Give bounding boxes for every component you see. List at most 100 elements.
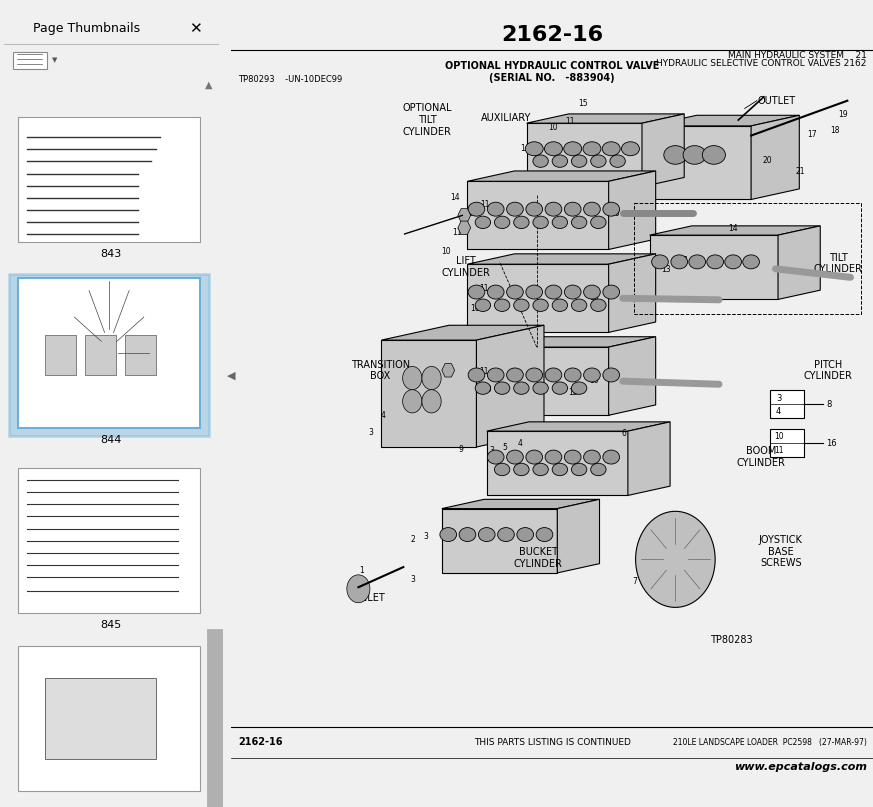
Text: 8: 8 — [826, 400, 832, 409]
Text: 2162-16: 2162-16 — [501, 25, 603, 45]
FancyBboxPatch shape — [9, 274, 210, 436]
FancyBboxPatch shape — [17, 468, 201, 613]
Text: 11: 11 — [452, 228, 462, 237]
Ellipse shape — [459, 528, 476, 541]
Text: Page Thumbnails: Page Thumbnails — [33, 22, 141, 35]
Ellipse shape — [572, 382, 587, 395]
Polygon shape — [650, 235, 778, 299]
Ellipse shape — [591, 463, 606, 475]
Text: 4: 4 — [518, 440, 523, 449]
Text: 10: 10 — [442, 247, 451, 257]
Ellipse shape — [564, 203, 581, 216]
Ellipse shape — [475, 299, 491, 312]
Text: 10: 10 — [467, 209, 477, 219]
Ellipse shape — [603, 285, 620, 299]
Ellipse shape — [468, 203, 485, 216]
Ellipse shape — [494, 299, 510, 312]
Circle shape — [422, 366, 441, 390]
Text: 10: 10 — [773, 433, 783, 441]
Ellipse shape — [468, 368, 485, 382]
Ellipse shape — [506, 368, 523, 382]
Ellipse shape — [513, 299, 529, 312]
Ellipse shape — [513, 216, 529, 228]
Text: HYDRAULIC SELECTIVE CONTROL VALVES 2162: HYDRAULIC SELECTIVE CONTROL VALVES 2162 — [656, 59, 867, 68]
Polygon shape — [526, 123, 642, 186]
Ellipse shape — [603, 203, 620, 216]
Ellipse shape — [553, 216, 567, 228]
Ellipse shape — [494, 463, 510, 475]
Ellipse shape — [533, 155, 548, 167]
Polygon shape — [477, 325, 544, 447]
Text: 10: 10 — [610, 209, 620, 219]
FancyBboxPatch shape — [13, 52, 47, 69]
Text: 3: 3 — [410, 575, 416, 584]
Ellipse shape — [743, 255, 760, 269]
Text: 12: 12 — [568, 388, 577, 397]
Ellipse shape — [526, 203, 542, 216]
Ellipse shape — [487, 450, 504, 464]
Text: 11: 11 — [478, 366, 488, 375]
Text: 845: 845 — [100, 621, 122, 630]
Text: PITCH
CYLINDER: PITCH CYLINDER — [804, 359, 853, 381]
Text: JOYSTICK
BASE
SCREWS: JOYSTICK BASE SCREWS — [759, 535, 802, 568]
Polygon shape — [442, 364, 455, 377]
Ellipse shape — [725, 255, 741, 269]
Ellipse shape — [517, 528, 533, 541]
Ellipse shape — [707, 255, 724, 269]
Ellipse shape — [553, 299, 567, 312]
Text: 11: 11 — [774, 445, 783, 454]
Ellipse shape — [564, 368, 581, 382]
FancyBboxPatch shape — [770, 429, 804, 457]
Polygon shape — [608, 254, 656, 332]
Polygon shape — [649, 126, 751, 199]
Polygon shape — [778, 226, 821, 299]
Ellipse shape — [591, 299, 606, 312]
Text: 3: 3 — [423, 532, 428, 541]
Text: 14: 14 — [520, 144, 530, 153]
Ellipse shape — [545, 368, 562, 382]
Ellipse shape — [553, 382, 567, 395]
Text: 14: 14 — [450, 193, 459, 202]
Ellipse shape — [553, 463, 567, 475]
Text: 7: 7 — [632, 576, 636, 586]
Text: 11: 11 — [481, 200, 491, 209]
Polygon shape — [557, 500, 600, 573]
Circle shape — [402, 390, 422, 413]
Ellipse shape — [533, 463, 548, 475]
Polygon shape — [457, 209, 471, 222]
Polygon shape — [442, 508, 557, 573]
Ellipse shape — [536, 528, 553, 541]
Ellipse shape — [572, 463, 587, 475]
Text: 10: 10 — [589, 293, 599, 302]
FancyBboxPatch shape — [17, 278, 201, 428]
Polygon shape — [457, 221, 471, 235]
Polygon shape — [467, 254, 656, 264]
Ellipse shape — [506, 450, 523, 464]
Ellipse shape — [591, 155, 606, 167]
FancyBboxPatch shape — [770, 391, 804, 418]
Text: INLET: INLET — [357, 593, 385, 603]
FancyBboxPatch shape — [17, 117, 201, 242]
Polygon shape — [382, 340, 477, 447]
Ellipse shape — [526, 285, 542, 299]
FancyBboxPatch shape — [207, 629, 223, 807]
Ellipse shape — [494, 216, 510, 228]
Ellipse shape — [545, 142, 562, 156]
Ellipse shape — [513, 463, 529, 475]
Polygon shape — [467, 264, 608, 332]
Ellipse shape — [591, 216, 606, 228]
Text: 3: 3 — [368, 428, 374, 437]
Ellipse shape — [564, 142, 581, 156]
Polygon shape — [649, 115, 800, 126]
Ellipse shape — [584, 203, 601, 216]
Text: THIS PARTS LISTING IS CONTINUED: THIS PARTS LISTING IS CONTINUED — [474, 738, 630, 746]
Text: 9: 9 — [458, 445, 464, 454]
FancyBboxPatch shape — [45, 335, 76, 375]
Circle shape — [422, 390, 441, 413]
Text: 18: 18 — [829, 126, 839, 135]
Ellipse shape — [440, 528, 457, 541]
Text: 13: 13 — [662, 266, 671, 274]
Text: 19: 19 — [838, 111, 848, 119]
Ellipse shape — [670, 255, 688, 269]
Ellipse shape — [498, 528, 514, 541]
